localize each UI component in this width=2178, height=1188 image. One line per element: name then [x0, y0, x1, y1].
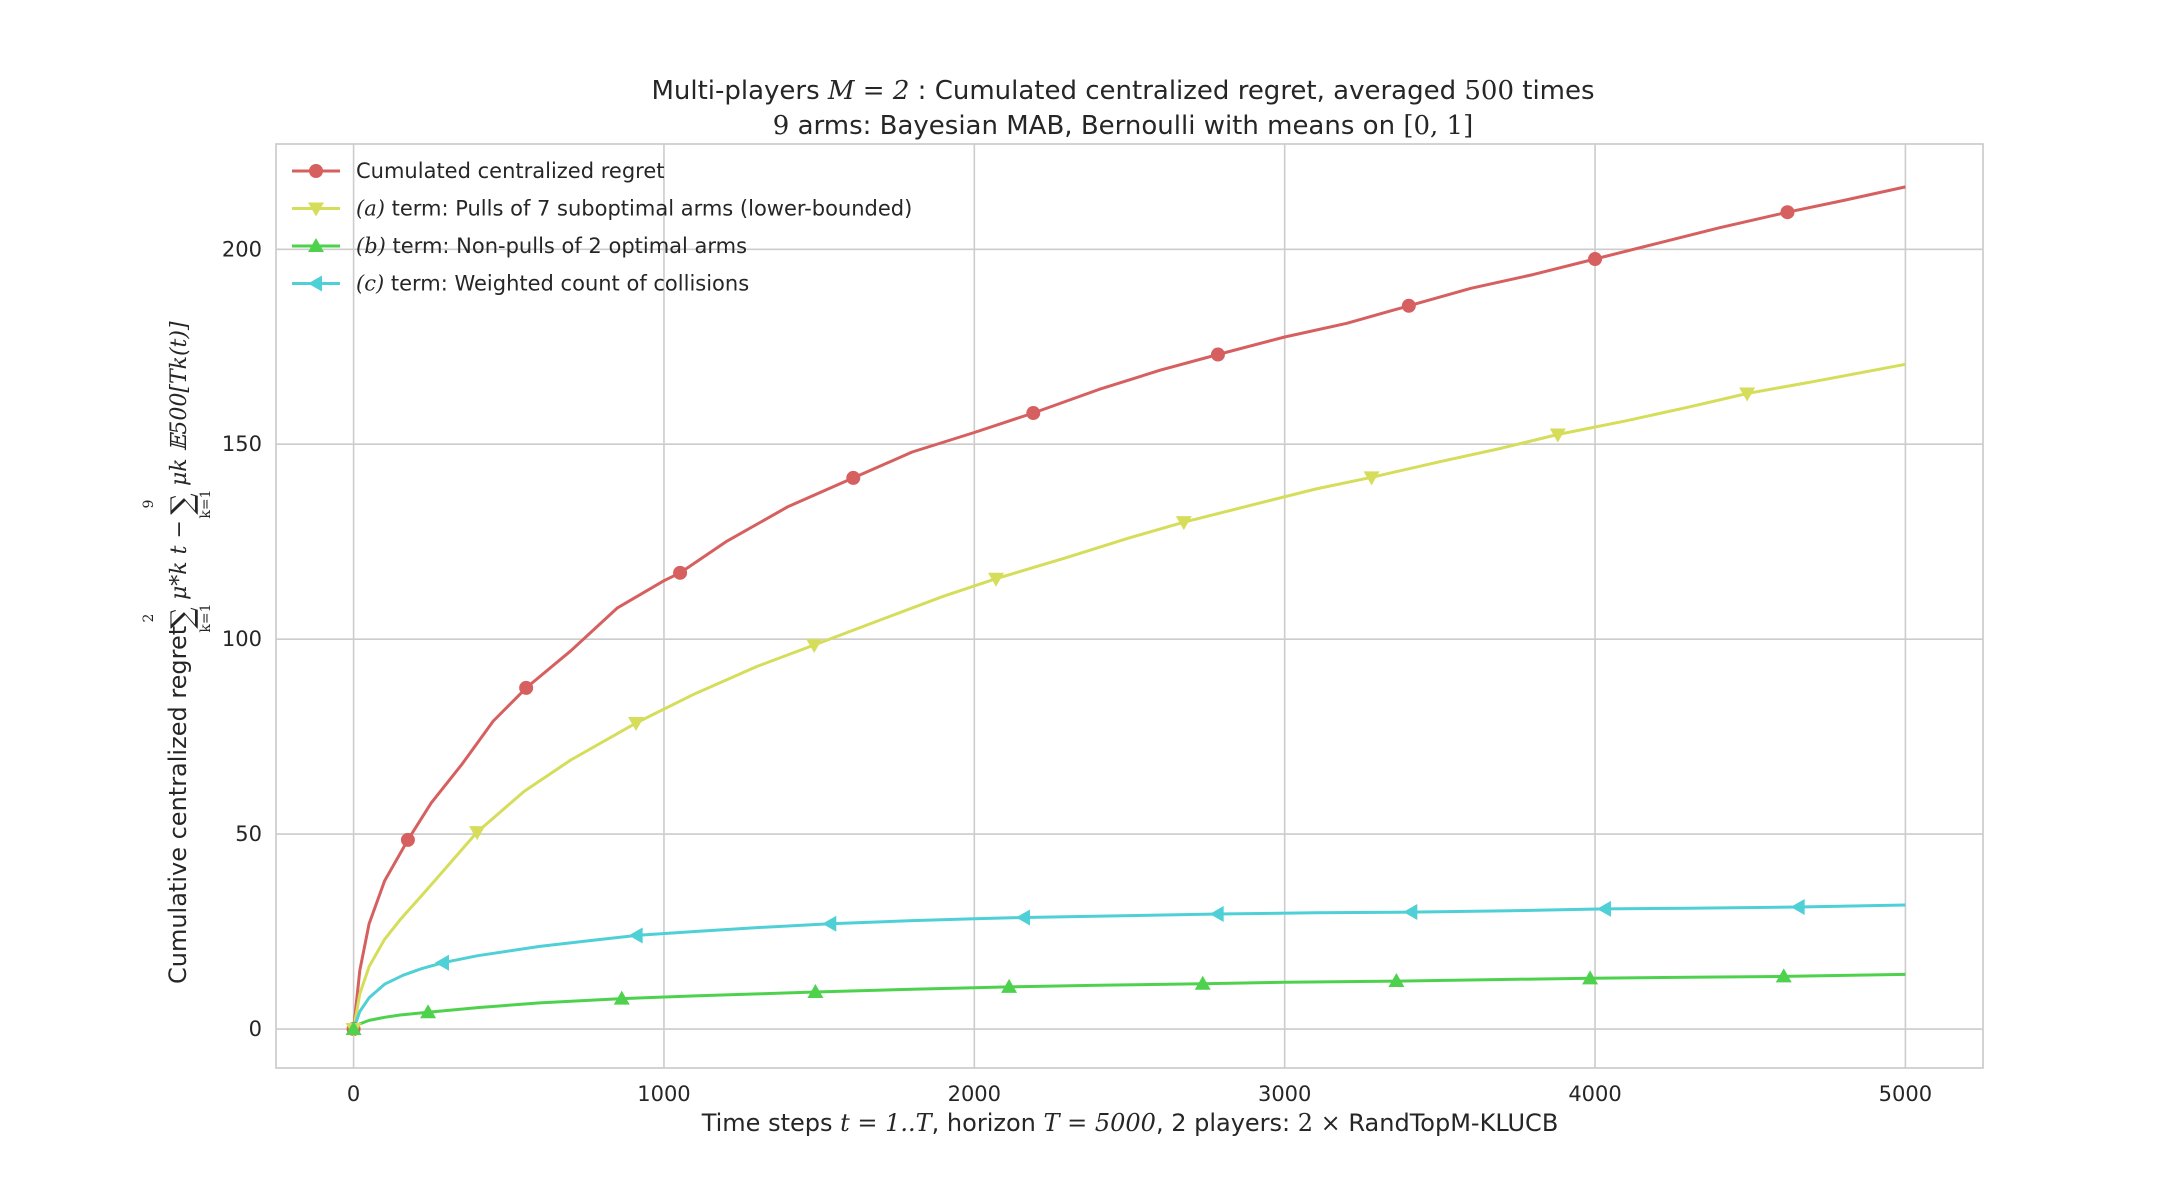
series-marker [806, 638, 823, 653]
y-label-sum2-bottom: k=1 [198, 489, 214, 518]
svg-text:∑: ∑ [165, 607, 200, 629]
series-marker [308, 275, 322, 292]
series-marker [1739, 387, 1756, 402]
y-axis-ticks: 0 50 100 150 200 [222, 237, 262, 1041]
series-line [352, 362, 1906, 1030]
series-marker [673, 565, 688, 580]
series-marker [1780, 205, 1795, 220]
legend-entry: (b) term: Non-pulls of 2 optimal arms [356, 234, 747, 258]
series-marker [1175, 516, 1192, 531]
y-label-sum2-top: 9 [141, 500, 157, 509]
y-tick-label: 150 [222, 432, 262, 456]
x-axis-label: Time steps t = 1..T, horizon T = 5000, 2… [701, 1109, 1559, 1137]
legend-entry: Cumulated centralized regret [356, 159, 664, 183]
x-tick-label: 0 [347, 1082, 360, 1106]
series-marker [1790, 898, 1805, 915]
series-marker [1194, 975, 1211, 990]
series-marker [1549, 428, 1566, 443]
y-axis-label: Cumulative centralized regret 2 ∑ k=1 μ*… [141, 321, 214, 984]
series-markers [345, 205, 1805, 1038]
series-marker [1209, 906, 1224, 922]
series-marker [1596, 900, 1611, 917]
series-marker [308, 202, 324, 217]
x-tick-label: 1000 [637, 1082, 690, 1106]
y-tick-label: 200 [222, 237, 262, 261]
x-tick-label: 2000 [948, 1082, 1001, 1106]
series-marker [1001, 978, 1018, 993]
x-tick-label: 4000 [1568, 1082, 1621, 1106]
legend-entry: (c) term: Weighted count of collisions [356, 272, 749, 296]
series-marker [822, 915, 837, 932]
grid [276, 144, 1983, 1068]
series-marker [469, 826, 486, 841]
series-marker [988, 572, 1005, 587]
chart-title-line2: 9 arms: Bayesian MAB, Bernoulli with mea… [773, 111, 1473, 141]
chart-title-line1: Multi-players M = 2 : Cumulated centrali… [651, 76, 1594, 106]
y-tick-label: 100 [222, 627, 262, 651]
x-tick-label: 3000 [1258, 1082, 1311, 1106]
y-label-sum1-top: 2 [141, 614, 157, 623]
series-marker [1403, 904, 1418, 921]
y-tick-label: 50 [235, 822, 262, 846]
series-marker [1026, 406, 1041, 421]
series-marker [1588, 252, 1603, 267]
legend: Cumulated centralized regret (a) term: Pu… [292, 159, 912, 296]
series-marker [613, 990, 630, 1005]
y-label-term1: μ*k t − [167, 520, 192, 600]
svg-text:∑: ∑ [165, 493, 200, 515]
series-marker [1210, 347, 1225, 362]
series-line [352, 185, 1906, 1030]
legend-entry: (a) term: Pulls of 7 suboptimal arms (lo… [356, 197, 912, 221]
plot-area [275, 143, 1984, 1069]
series-marker [309, 164, 323, 178]
series-marker [434, 954, 449, 971]
series-marker [519, 680, 534, 695]
series-marker [628, 716, 645, 731]
series-marker [345, 1021, 362, 1036]
series-marker [1582, 970, 1599, 985]
x-axis-ticks: 0 1000 2000 3000 4000 5000 [347, 1082, 1932, 1106]
series-marker [308, 238, 324, 252]
y-tick-label: 0 [249, 1017, 262, 1041]
svg-text:Cumulative centralized regret: Cumulative centralized regret [164, 626, 192, 984]
y-label-sum1-bottom: k=1 [198, 603, 214, 632]
series-marker [1401, 298, 1416, 313]
series-marker [1388, 973, 1405, 988]
series-marker [1363, 471, 1380, 486]
y-label-term2: μk 𝔼500[Tk(t)] [167, 321, 192, 486]
series-marker [400, 832, 415, 847]
series-marker [420, 1004, 437, 1019]
series-marker [1775, 968, 1792, 983]
series-marker [1015, 909, 1030, 926]
series-marker [846, 470, 861, 485]
series-marker [628, 927, 643, 944]
series-marker [807, 983, 824, 998]
series-line [352, 903, 1906, 1030]
x-tick-label: 5000 [1879, 1082, 1932, 1106]
